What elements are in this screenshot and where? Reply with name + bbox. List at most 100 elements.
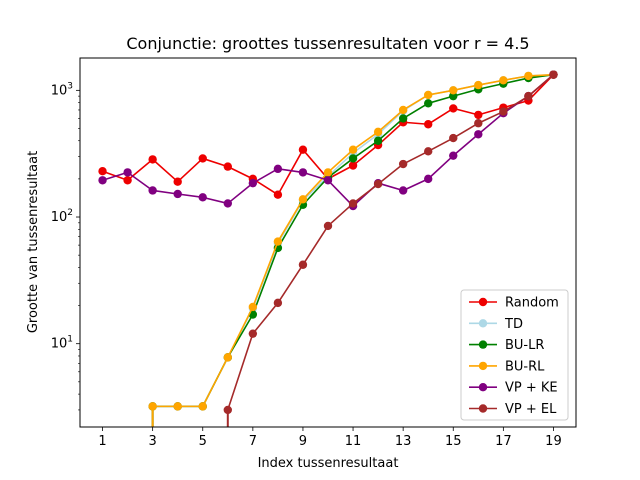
data-point xyxy=(449,151,458,160)
data-point xyxy=(398,159,408,169)
legend-label: BU-LR xyxy=(505,338,544,353)
data-point xyxy=(373,179,383,189)
series-layer xyxy=(98,70,558,427)
y-tick-exponent: 1 xyxy=(67,335,73,345)
data-point xyxy=(123,168,132,177)
data-point xyxy=(273,190,283,199)
data-point xyxy=(449,104,458,113)
y-tick-base: 10 xyxy=(51,337,68,352)
data-point xyxy=(223,162,232,171)
legend-item-bu-rl: BU-RL xyxy=(469,359,545,374)
data-point xyxy=(474,130,483,139)
data-point xyxy=(499,76,508,85)
data-point xyxy=(148,186,157,195)
series-bu-rl xyxy=(148,70,558,427)
data-point xyxy=(248,178,258,188)
data-point xyxy=(424,99,433,108)
data-point xyxy=(398,186,408,195)
x-tick-label: 7 xyxy=(249,434,257,449)
legend-label: VP + EL xyxy=(505,402,557,417)
data-point xyxy=(524,91,533,101)
data-point xyxy=(474,80,483,90)
data-point xyxy=(198,402,207,411)
data-point xyxy=(298,168,308,177)
y-tick-label: 103 xyxy=(51,81,73,98)
data-point xyxy=(123,176,132,185)
data-point xyxy=(198,193,207,202)
data-point xyxy=(248,329,258,338)
data-point xyxy=(449,133,458,143)
data-point xyxy=(373,136,383,145)
series-line xyxy=(227,74,554,411)
legend-item-vp-ke: VP + KE xyxy=(469,381,558,396)
data-point xyxy=(424,147,433,156)
data-point xyxy=(549,70,558,79)
legend-label: VP + KE xyxy=(505,381,558,396)
x-axis-label: Index tussenresultaat xyxy=(258,456,399,471)
data-point xyxy=(348,161,358,170)
data-point xyxy=(424,174,433,184)
y-tick-label: 101 xyxy=(51,335,73,352)
data-point xyxy=(474,119,483,128)
data-point xyxy=(223,353,232,362)
data-point xyxy=(148,155,157,164)
data-point xyxy=(348,199,358,208)
x-tick-label: 19 xyxy=(545,434,562,449)
data-point xyxy=(248,302,258,312)
data-point xyxy=(524,71,533,81)
data-point xyxy=(474,110,483,120)
data-point xyxy=(298,145,308,154)
data-point xyxy=(98,176,107,185)
data-point xyxy=(273,298,283,308)
y-axis-label: Grootte van tussenresultaat xyxy=(26,151,41,333)
x-tick-label: 11 xyxy=(345,434,362,449)
legend-swatch-marker xyxy=(478,297,488,307)
data-point xyxy=(173,177,182,186)
legend-swatch-marker xyxy=(478,361,488,371)
legend-swatch-marker xyxy=(478,319,488,328)
data-point xyxy=(449,91,458,101)
data-point xyxy=(223,199,232,208)
x-tick-label: 9 xyxy=(299,434,307,449)
data-point xyxy=(223,405,232,415)
y-tick-exponent: 2 xyxy=(67,208,73,218)
legend-label: BU-RL xyxy=(505,359,545,374)
data-point xyxy=(398,105,408,115)
legend-item-bu-lr: BU-LR xyxy=(469,338,544,353)
data-point xyxy=(148,402,157,411)
data-point xyxy=(499,107,508,116)
y-tick-base: 10 xyxy=(51,210,68,225)
data-point xyxy=(348,154,358,163)
legend-label: TD xyxy=(504,317,523,332)
legend-swatch-marker xyxy=(478,383,488,392)
x-tick-label: 17 xyxy=(495,434,512,449)
data-point xyxy=(323,221,333,231)
plot-frame xyxy=(79,57,577,428)
data-point xyxy=(348,145,358,154)
data-point xyxy=(173,189,182,199)
x-tick-label: 15 xyxy=(445,434,462,449)
legend-item-vp-el: VP + EL xyxy=(469,402,557,417)
data-point xyxy=(273,164,283,174)
data-point xyxy=(323,168,333,177)
data-point xyxy=(273,237,283,246)
data-point xyxy=(398,114,408,123)
legend-item-td: TD xyxy=(469,317,523,332)
x-tick-label: 13 xyxy=(395,434,412,449)
x-tick-label: 3 xyxy=(149,434,157,449)
data-point xyxy=(173,402,182,411)
legend: Random TD BU-LR BU-RL VP + KE VP + EL xyxy=(460,289,569,421)
data-point xyxy=(298,195,308,204)
x-tick-label: 5 xyxy=(199,434,207,449)
legend-item-random: Random xyxy=(469,296,559,311)
y-tick-label: 102 xyxy=(51,208,73,225)
chart-title: Conjunctie: groottes tussenresultaten vo… xyxy=(126,34,529,53)
x-tick-label: 1 xyxy=(98,434,106,449)
data-point xyxy=(373,127,383,137)
data-point xyxy=(298,260,308,269)
legend-swatch-marker xyxy=(478,404,488,413)
data-point xyxy=(449,86,458,95)
data-point xyxy=(98,166,107,176)
